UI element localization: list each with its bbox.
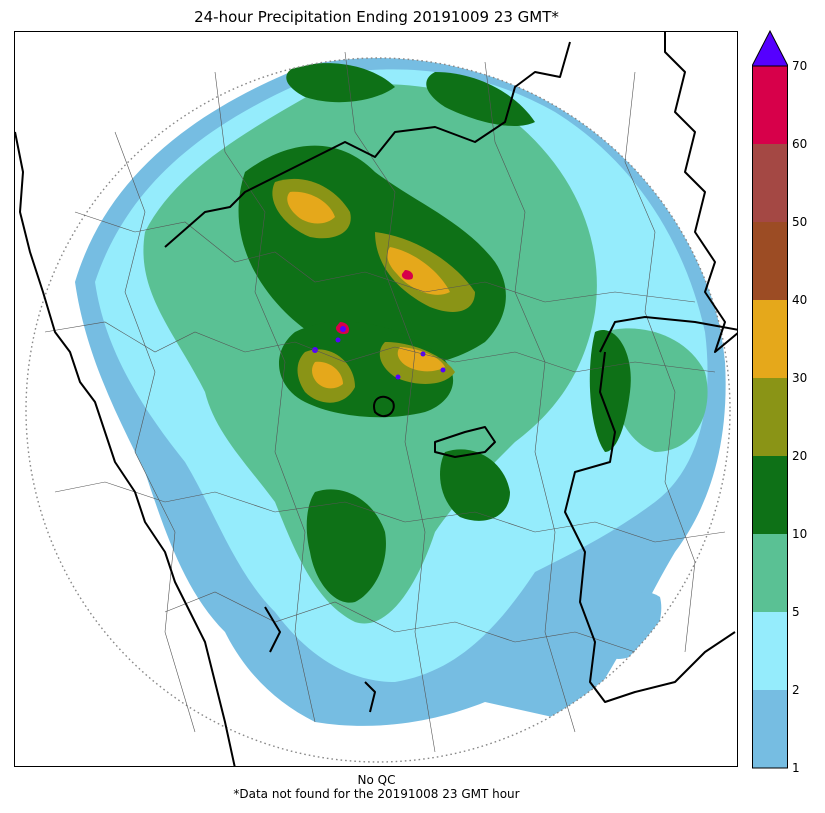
radar-range-ring (25, 57, 731, 763)
caption-footnote: *Data not found for the 20191008 23 GMT … (233, 787, 520, 801)
colorbar-segment (752, 378, 788, 456)
colorbar-segment (752, 222, 788, 300)
colorbar-segment (752, 456, 788, 534)
colorbar-tick-label: 30 (792, 371, 808, 385)
colorbar-tick-label: 20 (792, 449, 808, 463)
colorbar (752, 30, 788, 769)
colorbar-tick-label: 10 (792, 527, 808, 541)
colorbar-tick-label: 70 (792, 59, 808, 73)
colorbar-segment (752, 612, 788, 690)
colorbar-segment (752, 690, 788, 768)
radar-map (14, 31, 738, 767)
colorbar-tick-label: 60 (792, 137, 808, 151)
colorbar-segment (752, 66, 788, 144)
colorbar-tick-label: 1 (792, 761, 800, 775)
colorbar-segment (752, 534, 788, 612)
precipitation-field (15, 32, 737, 766)
colorbar-tick-label: 40 (792, 293, 808, 307)
colorbar-tick-label: 2 (792, 683, 800, 697)
colorbar-segment (752, 144, 788, 222)
caption-qc: No QC (357, 773, 396, 787)
district-boundaries (44, 51, 726, 753)
precipitation-layer (75, 58, 726, 726)
colorbar-extend-arrow (752, 30, 788, 67)
state-boundaries (15, 32, 737, 766)
colorbar-tick-label: 50 (792, 215, 808, 229)
map-title: 24-hour Precipitation Ending 20191009 23… (194, 8, 559, 26)
colorbar-tick-label: 5 (792, 605, 800, 619)
colorbar-outline (752, 65, 788, 769)
colorbar-segment (752, 300, 788, 378)
